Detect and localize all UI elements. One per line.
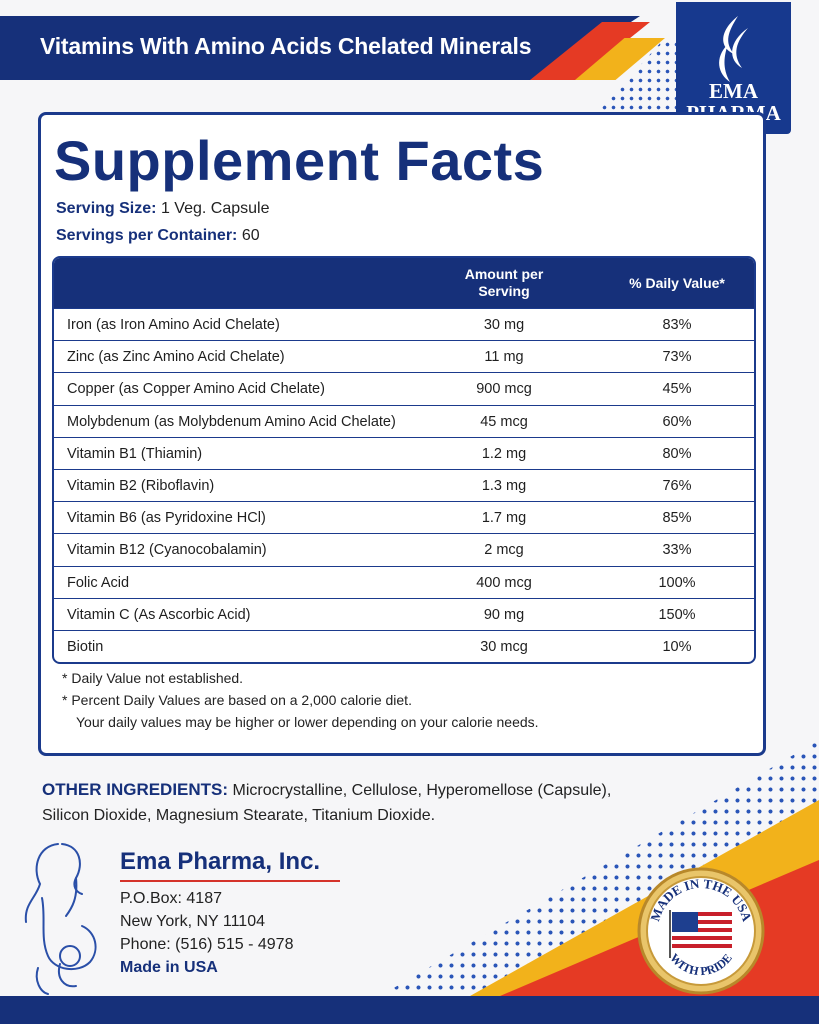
amount-per-serving: 45 mcg — [480, 413, 528, 430]
table-row: Vitamin C (As Ascorbic Acid) 90 mg 150% — [54, 597, 754, 631]
serving-size-label: Serving Size: — [56, 200, 157, 217]
table-row: Vitamin B6 (as Pyridoxine HCl) 1.7 mg 85% — [54, 501, 754, 534]
serving-size: Serving Size: 1 Veg. Capsule — [56, 200, 269, 218]
amount-per-serving: 1.3 mg — [481, 478, 527, 494]
servings-value: 60 — [241, 227, 260, 244]
amount-per-serving: 1.2 mg — [481, 445, 527, 462]
table-row: Biotin 30 mcg 10% — [54, 630, 754, 662]
daily-value: 45% — [662, 381, 692, 398]
company-po-box: P.O.Box: 4187 — [120, 890, 222, 907]
nutrient-name: Vitamin B6 (as Pyridoxine HCl) — [67, 510, 266, 527]
logo-text-line1: EMA — [709, 79, 758, 103]
company-phone: Phone: (516) 515 - 4978 — [120, 936, 294, 953]
other-ingredients: OTHER INGREDIENTS: Microcrystalline, Cel… — [42, 777, 622, 828]
company-divider — [120, 880, 340, 882]
daily-value: 73% — [662, 349, 692, 366]
other-ingredients-text: Microcrystalline, Cellulose, Hyperomello… — [42, 782, 612, 824]
table-row: Zinc (as Zinc Amino Acid Chelate) 11 mg 73… — [54, 340, 754, 373]
amount-per-serving: 1.7 mg — [481, 510, 527, 527]
note-1: * Daily Value not established. — [62, 670, 244, 686]
facts-table: Amount per Serving % Daily Value* Iron (… — [52, 256, 756, 664]
table-row: Vitamin B2 (Riboflavin) 1.3 mg 76% — [54, 469, 754, 502]
nutrient-name: Zinc (as Zinc Amino Acid Chelate) — [67, 349, 285, 366]
servings-label: Servings per Container: — [56, 227, 238, 244]
note-2: * Percent Daily Values are based on a 2,… — [62, 692, 412, 708]
table-row: Molybdenum (as Molybdenum Amino Acid Che… — [54, 404, 754, 438]
nutrient-name: Copper (as Copper Amino Acid Chelate) — [67, 381, 325, 398]
nutrient-name: Biotin — [67, 639, 104, 655]
mother-baby-icon — [24, 843, 97, 995]
daily-value: 10% — [662, 639, 692, 655]
table-header: Amount per Serving % Daily Value* — [54, 258, 754, 308]
supplement-facts-title: Supplement Facts — [54, 129, 545, 192]
daily-value: 60% — [662, 413, 692, 430]
nutrient-name: Folic Acid — [67, 574, 130, 591]
daily-value: 150% — [658, 606, 696, 623]
made-in-usa-text: Made in USA — [120, 959, 218, 976]
table-row: Iron (as Iron Amino Acid Chelate) 30 mg 83… — [54, 308, 754, 341]
nutrient-name: Molybdenum (as Molybdenum Amino Acid Che… — [67, 413, 396, 430]
servings-per-container: Servings per Container: 60 — [56, 227, 260, 245]
daily-value: 80% — [662, 445, 692, 462]
amount-per-serving: 30 mcg — [480, 639, 528, 655]
daily-value: 100% — [658, 574, 696, 591]
daily-value: 76% — [662, 478, 692, 494]
company-city: New York, NY 11104 — [120, 913, 265, 930]
footer-bar — [0, 996, 819, 1024]
nutrient-name: Vitamin C (As Ascorbic Acid) — [67, 606, 251, 623]
nutrient-name: Vitamin B1 (Thiamin) — [67, 445, 203, 462]
usa-flag-icon — [669, 910, 732, 958]
table-row: Folic Acid 400 mcg 100% — [54, 565, 754, 599]
other-ingredients-label: OTHER INGREDIENTS: — [42, 780, 229, 799]
amount-per-serving: 90 mg — [483, 606, 525, 623]
nutrient-name: Iron (as Iron Amino Acid Chelate) — [67, 317, 280, 333]
nutrient-name: Vitamin B2 (Riboflavin) — [67, 478, 215, 494]
header-amount: Amount per Serving — [464, 266, 544, 299]
amount-per-serving: 400 mcg — [476, 574, 532, 591]
company-name: Ema Pharma, Inc. — [120, 848, 321, 875]
flame-logo-icon — [719, 16, 748, 82]
table-row: Vitamin B1 (Thiamin) 1.2 mg 80% — [54, 436, 754, 470]
table-row: Vitamin B12 (Cyanocobalamin) 2 mcg 33% — [54, 533, 754, 566]
daily-value: 85% — [662, 510, 692, 527]
amount-per-serving: 30 mg — [483, 317, 525, 333]
amount-per-serving: 2 mcg — [484, 542, 524, 559]
header-title: Vitamins With Amino Acids Chelated Miner… — [40, 33, 532, 59]
note-3: Your daily values may be higher or lower… — [76, 714, 539, 730]
header-banner — [0, 16, 640, 80]
daily-value: 33% — [662, 542, 692, 559]
daily-value: 83% — [662, 317, 692, 333]
amount-per-serving: 900 mcg — [476, 381, 532, 398]
table-row: Copper (as Copper Amino Acid Chelate) 900… — [54, 372, 754, 405]
nutrient-name: Vitamin B12 (Cyanocobalamin) — [67, 542, 267, 559]
made-in-usa-seal: MADE IN THE USA WITH PRIDE — [637, 867, 765, 995]
serving-size-value: 1 Veg. Capsule — [160, 200, 270, 217]
header-daily-value: % Daily Value* — [629, 274, 725, 291]
amount-per-serving: 11 mg — [484, 349, 524, 366]
